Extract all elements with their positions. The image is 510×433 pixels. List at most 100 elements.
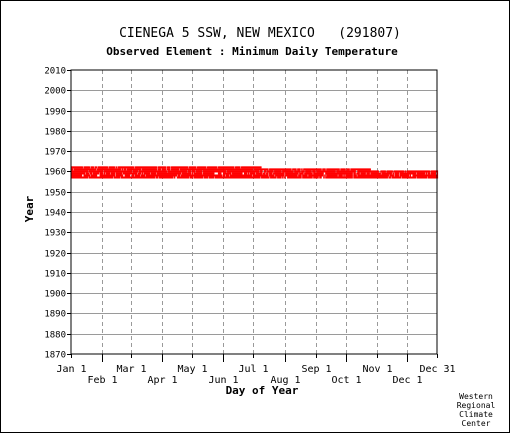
data-point [359, 170, 361, 173]
data-point [290, 170, 292, 173]
data-point [347, 168, 349, 171]
data-point [142, 166, 145, 169]
data-point [155, 166, 158, 169]
data-point [354, 174, 356, 177]
data-point [182, 166, 185, 169]
data-point [102, 176, 105, 179]
data-point [365, 176, 367, 179]
data-point [354, 172, 356, 175]
data-point [129, 176, 132, 179]
data-point [334, 174, 336, 177]
data-point [128, 168, 131, 171]
data-point [414, 174, 417, 177]
data-point [394, 170, 396, 173]
data-point [107, 168, 110, 171]
data-point [134, 168, 137, 171]
data-point [377, 176, 379, 179]
data-point [239, 168, 242, 171]
data-point [425, 172, 428, 175]
data-point [241, 168, 244, 171]
data-point [276, 172, 278, 175]
data-point [321, 172, 323, 175]
data-point [392, 172, 394, 175]
data-point [202, 174, 205, 177]
data-point [348, 174, 350, 177]
data-point [256, 174, 258, 177]
data-point [328, 172, 330, 175]
data-point [217, 176, 220, 179]
data-point [85, 176, 88, 179]
data-point [137, 174, 140, 177]
data-point [395, 170, 397, 173]
data-point [303, 174, 305, 177]
data-point [289, 176, 291, 179]
data-point [402, 172, 405, 175]
data-point [304, 176, 306, 179]
data-point [233, 172, 236, 175]
data-point [433, 176, 436, 179]
data-point [423, 172, 426, 175]
data-point [391, 176, 393, 179]
data-point [140, 170, 143, 173]
data-point [160, 176, 163, 179]
data-point [247, 176, 250, 179]
data-point [367, 168, 369, 171]
y-tick-label: 1970 [44, 148, 66, 158]
data-point [326, 168, 328, 171]
data-point [79, 174, 82, 177]
data-point [349, 176, 351, 179]
data-point [188, 168, 191, 171]
data-point [260, 170, 262, 173]
data-point [103, 168, 106, 171]
data-point [407, 170, 410, 173]
data-point [336, 174, 338, 177]
data-point [276, 168, 278, 171]
data-point [214, 174, 217, 177]
data-point [290, 174, 292, 177]
data-point [183, 168, 186, 171]
data-point [340, 174, 342, 177]
data-point [161, 166, 164, 169]
data-point [427, 172, 430, 175]
data-point [397, 170, 399, 173]
data-point [101, 172, 104, 175]
data-point [129, 172, 132, 175]
data-point [195, 172, 198, 175]
data-point [119, 172, 122, 175]
data-point [313, 174, 315, 177]
data-point [363, 174, 365, 177]
data-point [306, 170, 308, 173]
data-point [343, 174, 345, 177]
data-point [208, 168, 211, 171]
data-point [417, 172, 420, 175]
data-point [93, 168, 96, 171]
data-point [165, 176, 168, 179]
data-point [353, 168, 355, 171]
data-point [255, 168, 257, 171]
data-point [326, 172, 328, 175]
data-point [305, 172, 307, 175]
data-point [416, 174, 419, 177]
data-point [108, 168, 111, 171]
x-tick-label: Jun 1 [208, 375, 238, 386]
data-point [273, 168, 275, 171]
data-point [411, 170, 414, 173]
data-point [267, 168, 269, 171]
data-point [156, 170, 159, 173]
data-point [371, 176, 373, 179]
data-point [138, 170, 141, 173]
data-point [339, 170, 341, 173]
data-point [189, 170, 192, 173]
data-point [235, 174, 238, 177]
data-point [196, 176, 199, 179]
data-point [250, 170, 253, 173]
data-point [230, 176, 233, 179]
credit-line-3: Climate [459, 410, 493, 419]
data-point [421, 176, 424, 179]
data-point [187, 172, 190, 175]
data-point [218, 172, 221, 175]
data-point [417, 174, 420, 177]
data-point [209, 168, 212, 171]
data-point [164, 176, 167, 179]
data-point [226, 174, 229, 177]
